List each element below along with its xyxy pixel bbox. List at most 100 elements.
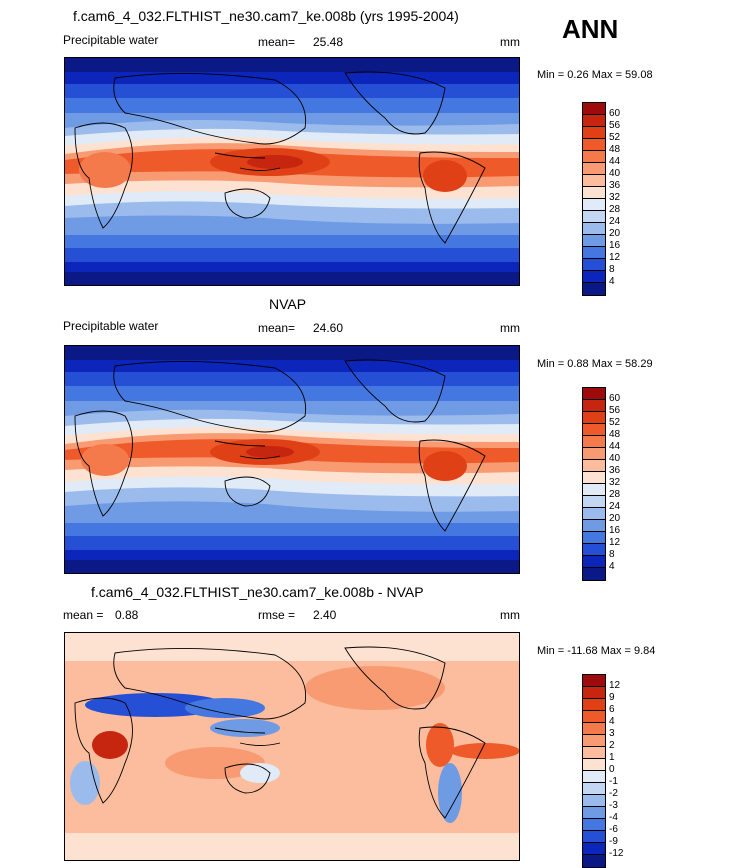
panel3-tick-label: 1 [609, 752, 615, 763]
panel3-tick-label: -3 [609, 800, 618, 811]
panel1-swatch [583, 235, 605, 247]
panel3-map [64, 632, 520, 861]
panel3-title: f.cam6_4_032.FLTHIST_ne30.cam7_ke.008b -… [91, 584, 424, 600]
panel1-map-svg [65, 58, 519, 285]
panel1-tick-label: 44 [609, 156, 621, 167]
panel2-map [64, 345, 520, 574]
panel3-swatch [583, 855, 605, 867]
panel1-title: f.cam6_4_032.FLTHIST_ne30.cam7_ke.008b (… [73, 8, 459, 24]
panel1-variable: Precipitable water [63, 33, 159, 47]
panel2-tick-label: 56 [609, 405, 621, 416]
panel1-mean-label: mean= [258, 35, 296, 49]
panel2-swatch [583, 472, 605, 484]
panel3-swatch [583, 819, 605, 831]
panel3-rmse-value: 2.40 [313, 608, 337, 622]
panel1-swatch [583, 151, 605, 163]
panel1-tick-label: 12 [609, 252, 621, 263]
panel1-swatch [583, 199, 605, 211]
panel2-tick-label: 8 [609, 549, 615, 560]
panel2-colorbar [582, 387, 606, 581]
panel3-swatch [583, 759, 605, 771]
panel2-map-svg [65, 346, 519, 573]
panel3-tick-label: 2 [609, 740, 615, 751]
panel2-units: mm [500, 321, 520, 335]
panel2-swatch [583, 520, 605, 532]
panel1-tick-label: 8 [609, 264, 615, 275]
panel1-tick-label: 40 [609, 168, 621, 179]
panel2-tick-label: 20 [609, 513, 621, 524]
panel2-tick-label: 12 [609, 537, 621, 548]
panel2-tick-label: 44 [609, 441, 621, 452]
panel1-minmax: Min = 0.26 Max = 59.08 [537, 69, 653, 81]
panel2-tick-label: 32 [609, 477, 621, 488]
panel3-rmse-label: rmse = [258, 608, 296, 622]
panel3-swatch [583, 747, 605, 759]
panel3-tick-label: 3 [609, 728, 615, 739]
panel3-units: mm [500, 608, 520, 622]
panel3-tick-label: -6 [609, 824, 618, 835]
panel3-swatch [583, 807, 605, 819]
panel3-swatch [583, 795, 605, 807]
panel2-swatch [583, 532, 605, 544]
panel1-swatch [583, 139, 605, 151]
panel2-tick-label: 40 [609, 453, 621, 464]
panel1-swatch [583, 163, 605, 175]
panel1-tick-label: 20 [609, 228, 621, 239]
panel1-swatch [583, 283, 605, 295]
panel2-swatch [583, 544, 605, 556]
panel1-map [64, 57, 520, 286]
panel2-swatch [583, 484, 605, 496]
panel3-tick-label: 12 [609, 680, 621, 691]
panel1-swatch [583, 223, 605, 235]
panel2-tick-label: 60 [609, 393, 621, 404]
panel1-swatch [583, 211, 605, 223]
panel1-swatch [583, 175, 605, 187]
panel1-swatch [583, 259, 605, 271]
panel1-tick-label: 16 [609, 240, 621, 251]
panel2-swatch [583, 568, 605, 580]
panel3-swatch [583, 771, 605, 783]
panel3-swatch [583, 699, 605, 711]
panel3-swatch [583, 783, 605, 795]
panel2-title: NVAP [269, 296, 307, 312]
panel1-tick-label: 48 [609, 144, 621, 155]
panel2-swatch [583, 436, 605, 448]
panel3-tick-label: 4 [609, 716, 615, 727]
panel1-tick-label: 28 [609, 204, 621, 215]
panel3-swatch [583, 675, 605, 687]
panel2-mean-value: 24.60 [313, 321, 344, 335]
panel2-tick-label: 48 [609, 429, 621, 440]
panel1-swatch [583, 127, 605, 139]
panel1-swatch [583, 103, 605, 115]
panel1-units: mm [500, 35, 520, 49]
panel3-swatch [583, 831, 605, 843]
panel1-tick-label: 60 [609, 108, 621, 119]
panel2-swatch [583, 424, 605, 436]
panel2-swatch [583, 460, 605, 472]
panel2-swatch [583, 388, 605, 400]
panel1-mean-value: 25.48 [313, 35, 344, 49]
panel1-tick-label: 52 [609, 132, 621, 143]
panel1-swatch [583, 271, 605, 283]
panel3-mean-label: mean = [63, 608, 104, 622]
panel1-swatch [583, 187, 605, 199]
panel2-swatch [583, 556, 605, 568]
season-label: ANN [562, 14, 619, 44]
panel3-minmax: Min = -11.68 Max = 9.84 [537, 645, 656, 657]
panel3-colorbar [582, 674, 606, 868]
panel2-swatch [583, 496, 605, 508]
panel2-tick-label: 4 [609, 561, 615, 572]
panel2-tick-label: 28 [609, 489, 621, 500]
panel2-swatch [583, 508, 605, 520]
panel3-swatch [583, 687, 605, 699]
panel3-tick-label: -12 [609, 848, 624, 859]
panel1-tick-label: 24 [609, 216, 621, 227]
panel1-tick-label: 56 [609, 120, 621, 131]
panel3-tick-label: -1 [609, 776, 618, 787]
panel2-mean-label: mean= [258, 321, 296, 335]
panel1-tick-label: 32 [609, 192, 621, 203]
panel2-minmax: Min = 0.88 Max = 58.29 [537, 358, 653, 370]
panel2-swatch [583, 448, 605, 460]
panel2-tick-label: 16 [609, 525, 621, 536]
panel3-swatch [583, 711, 605, 723]
